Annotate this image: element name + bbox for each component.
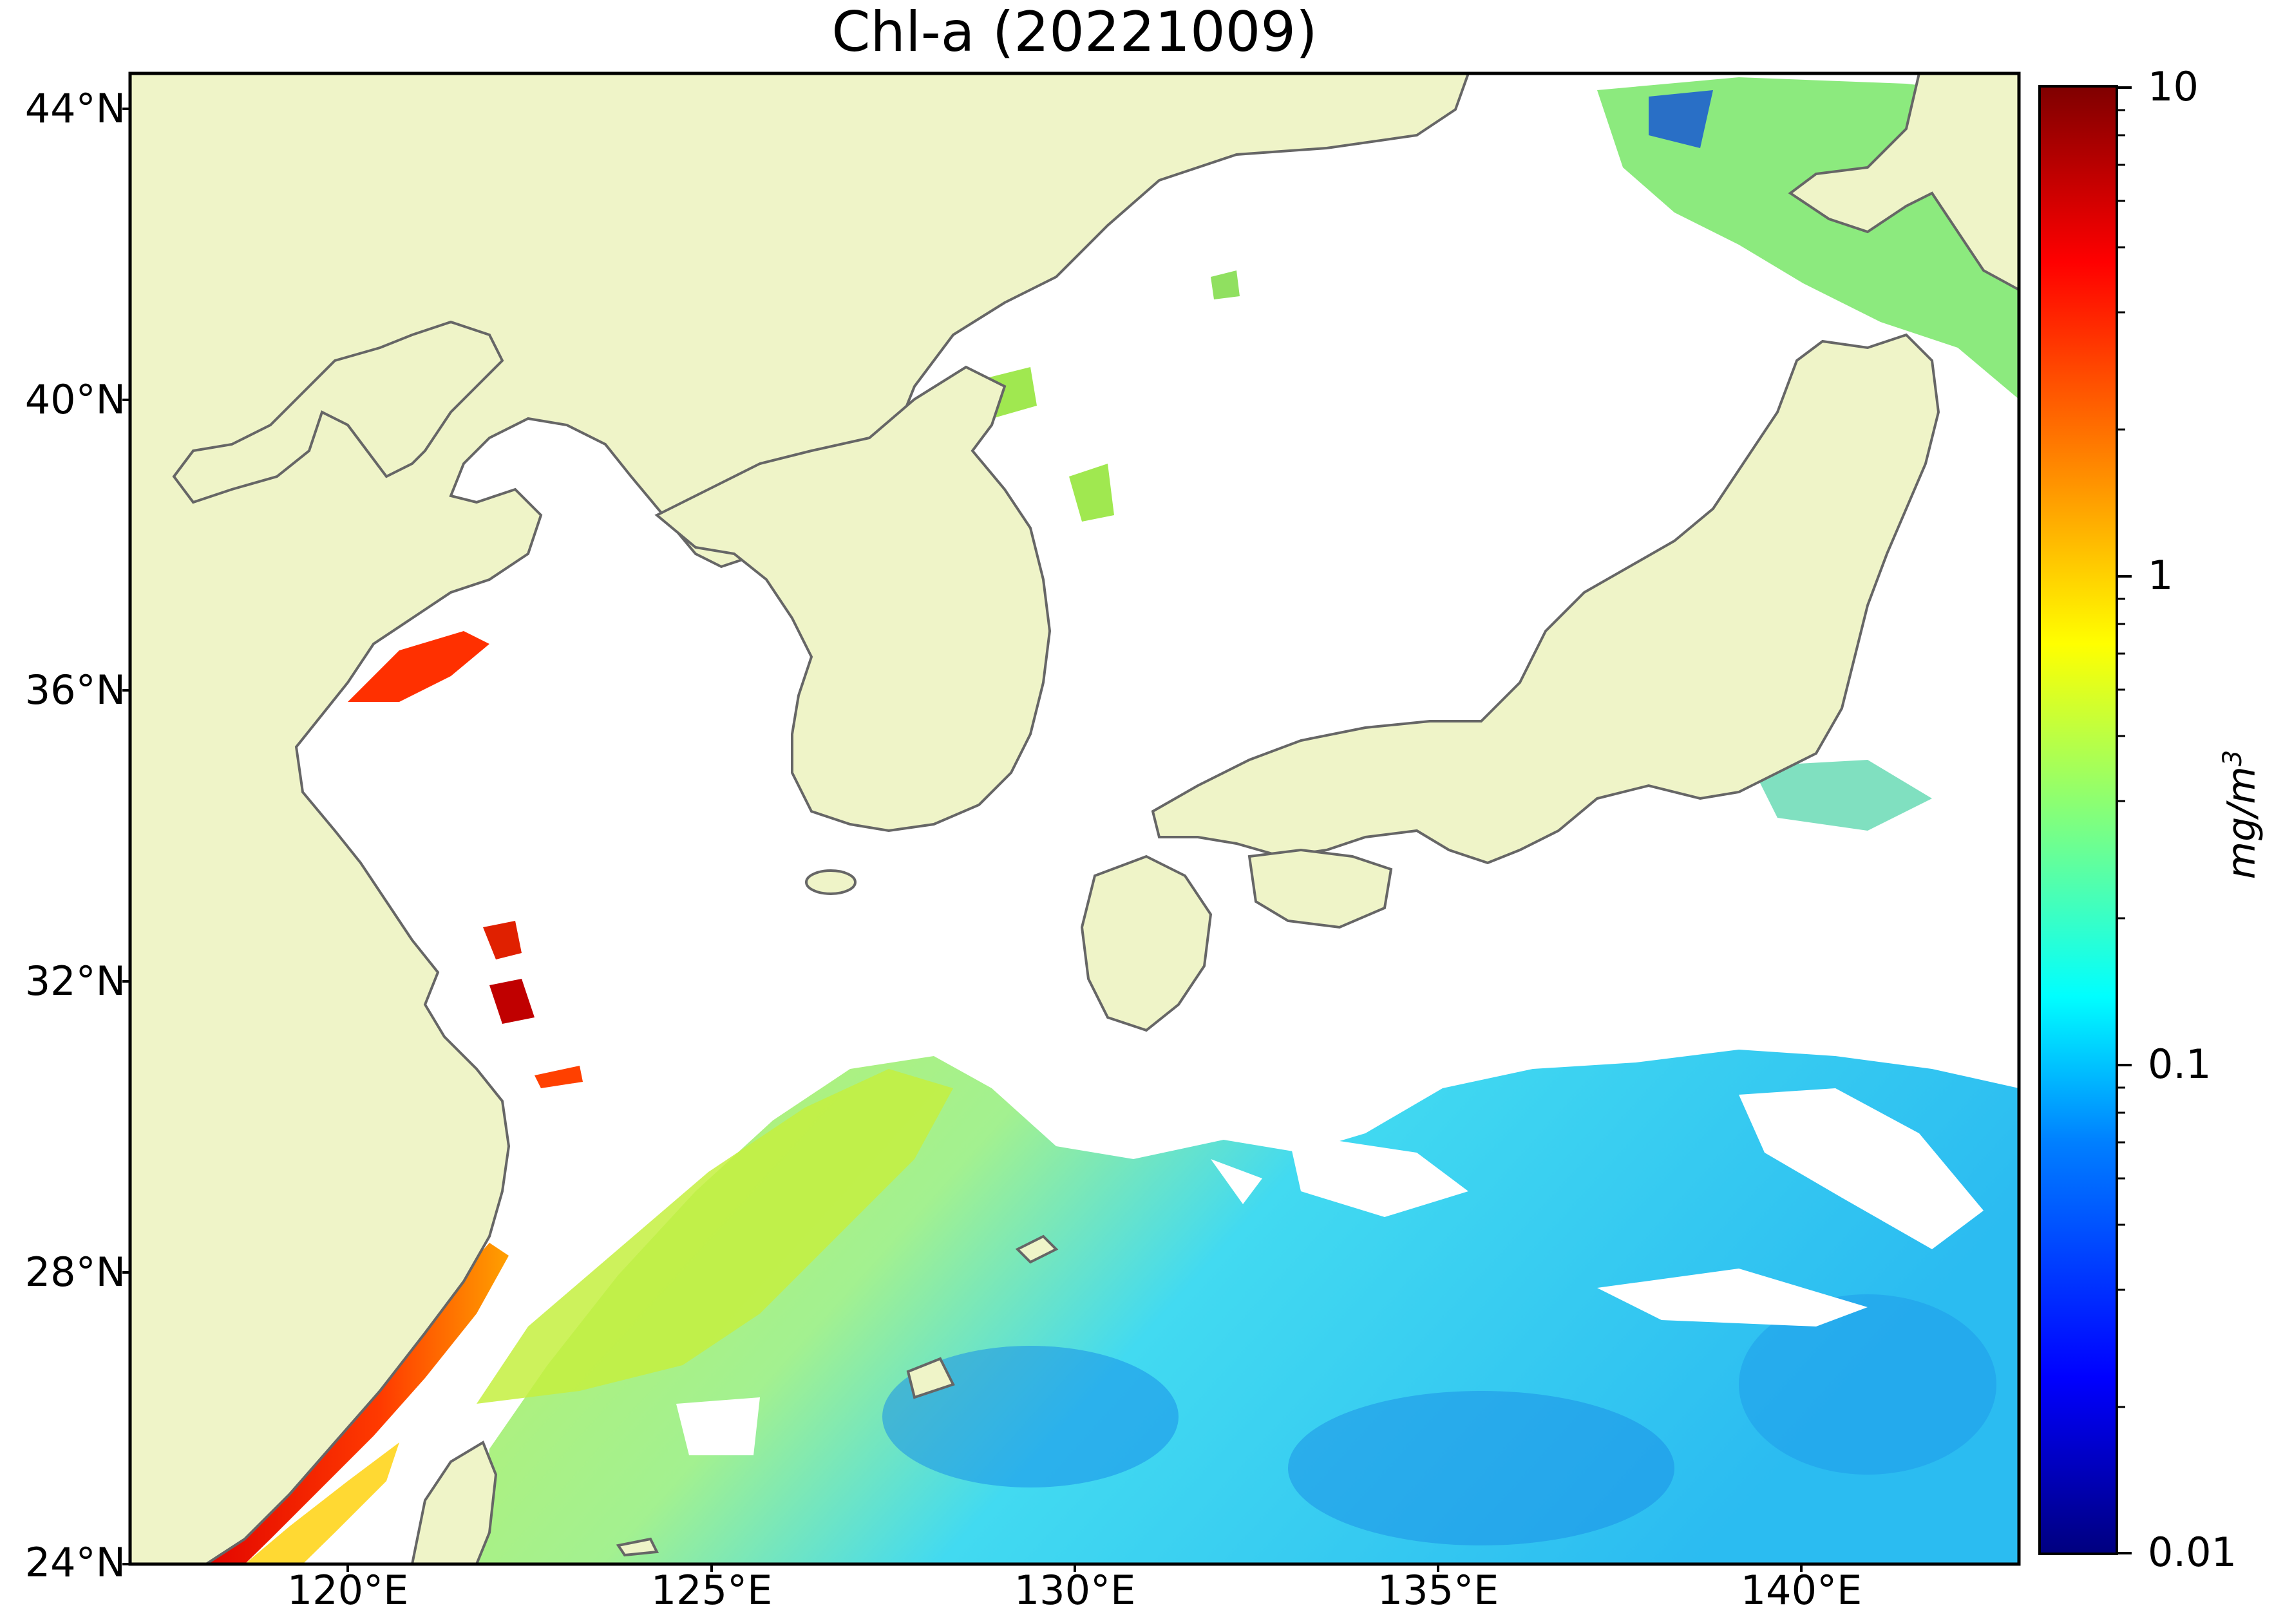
lon-ticks	[346, 1564, 1803, 1572]
lat-label-32: 32°N	[24, 958, 126, 1005]
land-korea	[654, 365, 1052, 833]
lon-label-130: 130°E	[1014, 1567, 1136, 1614]
lon-label-120: 120°E	[287, 1567, 409, 1614]
colorbar-tick-0.1: 0.1	[2148, 1041, 2212, 1088]
lat-label-24: 24°N	[24, 1539, 126, 1586]
colorbar-label: mg/m3	[2218, 750, 2264, 880]
lat-ticks	[122, 108, 130, 1565]
lon-label-125: 125°E	[650, 1567, 773, 1614]
land-shikoku	[1247, 848, 1393, 929]
land-hokkaido	[1788, 73, 2019, 292]
lat-label-28: 28°N	[24, 1249, 126, 1296]
colorbar-unit: mg/m	[2219, 766, 2264, 880]
lat-label-36: 36°N	[24, 666, 126, 713]
land-china	[130, 73, 1470, 1564]
map-title: Chl-a (20221009)	[831, 0, 1318, 64]
colorbar-unit-exponent: 3	[2218, 750, 2248, 767]
lat-label-44: 44°N	[24, 85, 126, 132]
ocean-chl-greenband	[477, 1069, 953, 1404]
lat-label-40: 40°N	[24, 376, 126, 423]
colorbar-major-ticks	[2117, 86, 2132, 1554]
land-taiwan	[410, 1440, 498, 1564]
colorbar-tick-0.01: 0.01	[2148, 1529, 2237, 1576]
colorbar	[2038, 85, 2118, 1555]
lon-label-140: 140°E	[1740, 1567, 1862, 1614]
land-kyushu	[1080, 854, 1213, 1032]
colorbar-tick-1: 1	[2148, 552, 2174, 599]
colorbar-tick-10: 10	[2148, 63, 2199, 110]
colorbar-minor-ticks	[2117, 109, 2125, 1408]
lon-label-135: 135°E	[1377, 1567, 1499, 1614]
land-honshu	[1151, 333, 1940, 865]
